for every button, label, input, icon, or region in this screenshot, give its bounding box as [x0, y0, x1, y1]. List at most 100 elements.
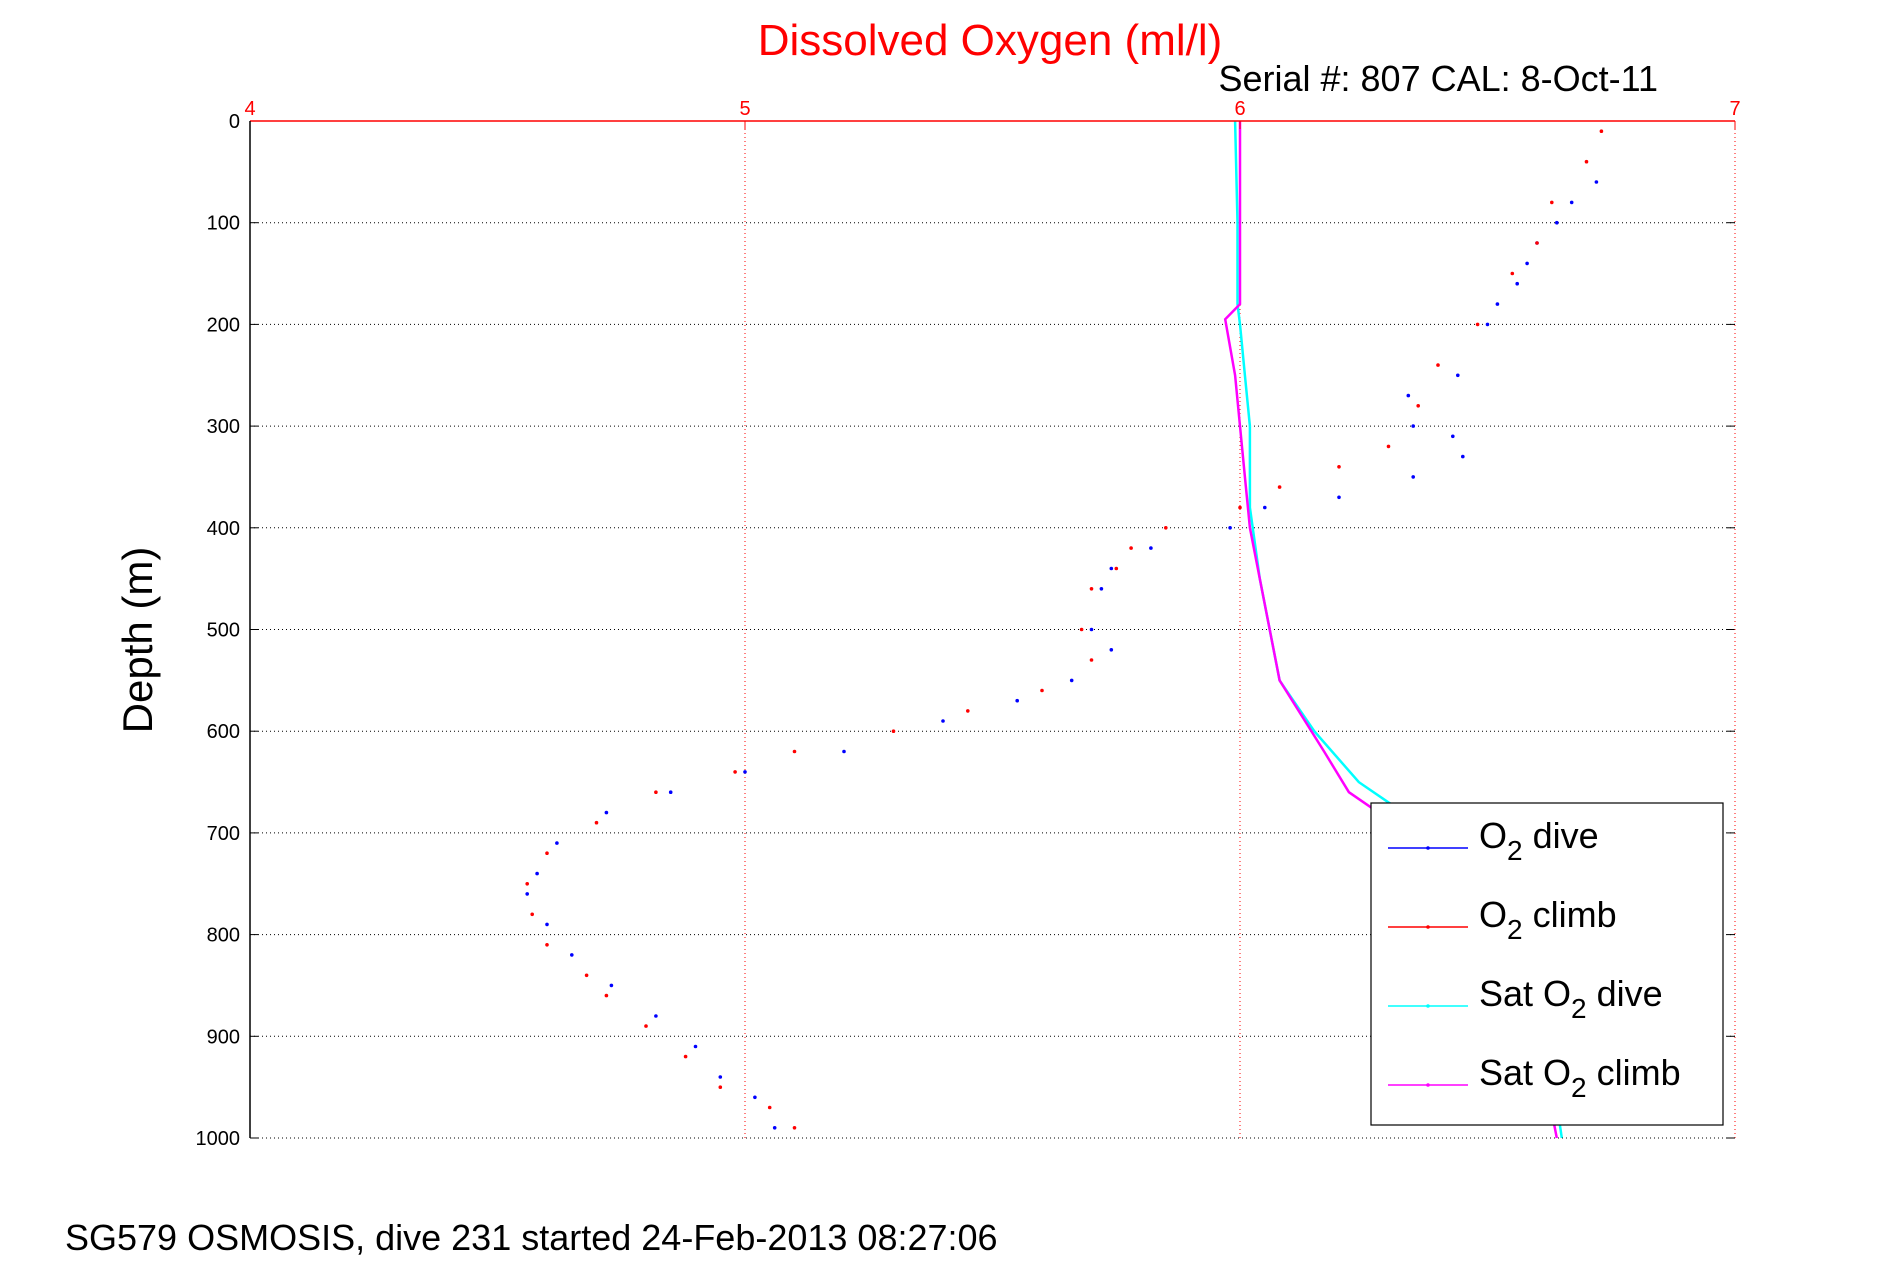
y-tick-label: 200 — [207, 314, 240, 336]
data-point — [644, 1024, 648, 1028]
data-point — [668, 790, 673, 794]
axes — [249, 120, 1736, 1139]
data-point — [654, 790, 658, 794]
data-point — [767, 1105, 772, 1110]
legend-label-subscript: 2 — [1507, 835, 1523, 866]
x-tick-label: 7 — [1729, 98, 1740, 120]
legend-entry: Sat O2 climb — [1388, 1052, 1681, 1103]
data-point — [792, 1126, 797, 1130]
y-tick-label: 500 — [207, 620, 240, 642]
data-point — [1411, 424, 1415, 428]
legend-label: Sat O2 climb — [1479, 1052, 1681, 1103]
data-point — [1109, 566, 1114, 571]
data-point — [1109, 648, 1114, 652]
legend-entry: O2 dive — [1388, 815, 1599, 866]
data-point — [609, 983, 614, 988]
legend-label: O2 climb — [1479, 894, 1617, 945]
data-point — [1238, 505, 1242, 510]
data-point — [1535, 241, 1539, 245]
data-point — [1089, 587, 1094, 591]
tick-labels: 4 5 6 7 0 100 200 300 400 500 600 700 800 900 1000 — [196, 98, 1741, 1150]
legend-label-rest: dive — [1587, 973, 1663, 1014]
data-point — [1089, 658, 1094, 662]
data-point — [1069, 678, 1074, 683]
legend-label-main: O — [1479, 815, 1507, 856]
data-point — [1228, 526, 1232, 530]
data-point — [1114, 566, 1119, 571]
data-point — [1089, 627, 1094, 632]
data-point — [792, 749, 797, 754]
data-point — [693, 1044, 698, 1049]
y-tick-label: 800 — [207, 925, 240, 947]
data-point — [966, 709, 970, 713]
legend-label-main: Sat O — [1479, 973, 1571, 1014]
data-point — [570, 953, 574, 957]
data-point — [1599, 129, 1604, 133]
data-point — [891, 729, 896, 733]
data-point — [1149, 546, 1153, 550]
data-point — [718, 1085, 723, 1089]
data-point — [535, 871, 539, 876]
data-point — [1164, 526, 1168, 530]
y-axis-label: Depth (m) — [114, 547, 161, 734]
data-point — [941, 719, 945, 723]
data-point — [594, 820, 599, 825]
y-tick-label: 1000 — [196, 1128, 241, 1150]
data-point — [1416, 404, 1420, 408]
footer-caption: SG579 OSMOSIS, dive 231 started 24-Feb-2… — [65, 1217, 998, 1258]
legend-marker — [1426, 1083, 1430, 1087]
y-tick-label: 600 — [207, 721, 240, 743]
data-point — [1436, 363, 1440, 367]
data-point — [1263, 505, 1267, 510]
data-point — [545, 851, 549, 855]
data-point — [1510, 271, 1515, 276]
data-point — [1485, 322, 1490, 327]
data-point — [1099, 587, 1104, 591]
data-point — [1040, 688, 1044, 693]
data-point — [753, 1095, 757, 1100]
y-tick-label: 700 — [207, 823, 240, 845]
legend-label: O2 dive — [1479, 815, 1599, 866]
data-point — [1337, 495, 1341, 500]
legend-label-subscript: 2 — [1571, 993, 1587, 1024]
data-point — [718, 1075, 723, 1079]
data-point — [1515, 281, 1519, 286]
data-point — [683, 1054, 688, 1059]
data-point — [733, 770, 737, 774]
data-point — [604, 810, 609, 815]
data-point — [1277, 485, 1282, 489]
data-point — [1475, 322, 1480, 327]
data-point — [530, 912, 534, 917]
legend-label-main: O — [1479, 894, 1507, 935]
legend-label: Sat O2 dive — [1479, 973, 1663, 1024]
data-point — [1451, 434, 1455, 439]
data-point — [842, 749, 846, 754]
legend-label-rest: climb — [1587, 1052, 1681, 1093]
legend-label-subscript: 2 — [1571, 1072, 1587, 1103]
data-point — [772, 1126, 777, 1130]
data-point — [545, 922, 549, 927]
chart-subtitle: Serial #: 807 CAL: 8-Oct-11 — [1218, 58, 1658, 99]
data-point — [1569, 200, 1574, 205]
x-tick-label: 6 — [1234, 98, 1245, 120]
legend-label-rest: climb — [1523, 894, 1617, 935]
series-0 — [525, 180, 1599, 1130]
data-point — [654, 1014, 658, 1018]
data-point — [1015, 698, 1019, 703]
data-point — [1461, 454, 1465, 459]
legend-entry: Sat O2 dive — [1388, 973, 1663, 1024]
data-point — [1079, 627, 1084, 632]
data-point — [743, 770, 747, 774]
data-point — [1555, 220, 1559, 225]
data-point — [1456, 373, 1460, 378]
x-tick-label: 5 — [739, 98, 750, 120]
chart-title: Dissolved Oxygen (ml/l) — [758, 16, 1223, 65]
data-point — [1495, 302, 1500, 306]
y-tick-label: 300 — [207, 416, 240, 438]
data-point — [1337, 465, 1341, 469]
data-point — [1386, 444, 1391, 449]
data-point — [1550, 200, 1554, 205]
legend-marker — [1426, 846, 1430, 850]
data-point — [1584, 159, 1589, 164]
